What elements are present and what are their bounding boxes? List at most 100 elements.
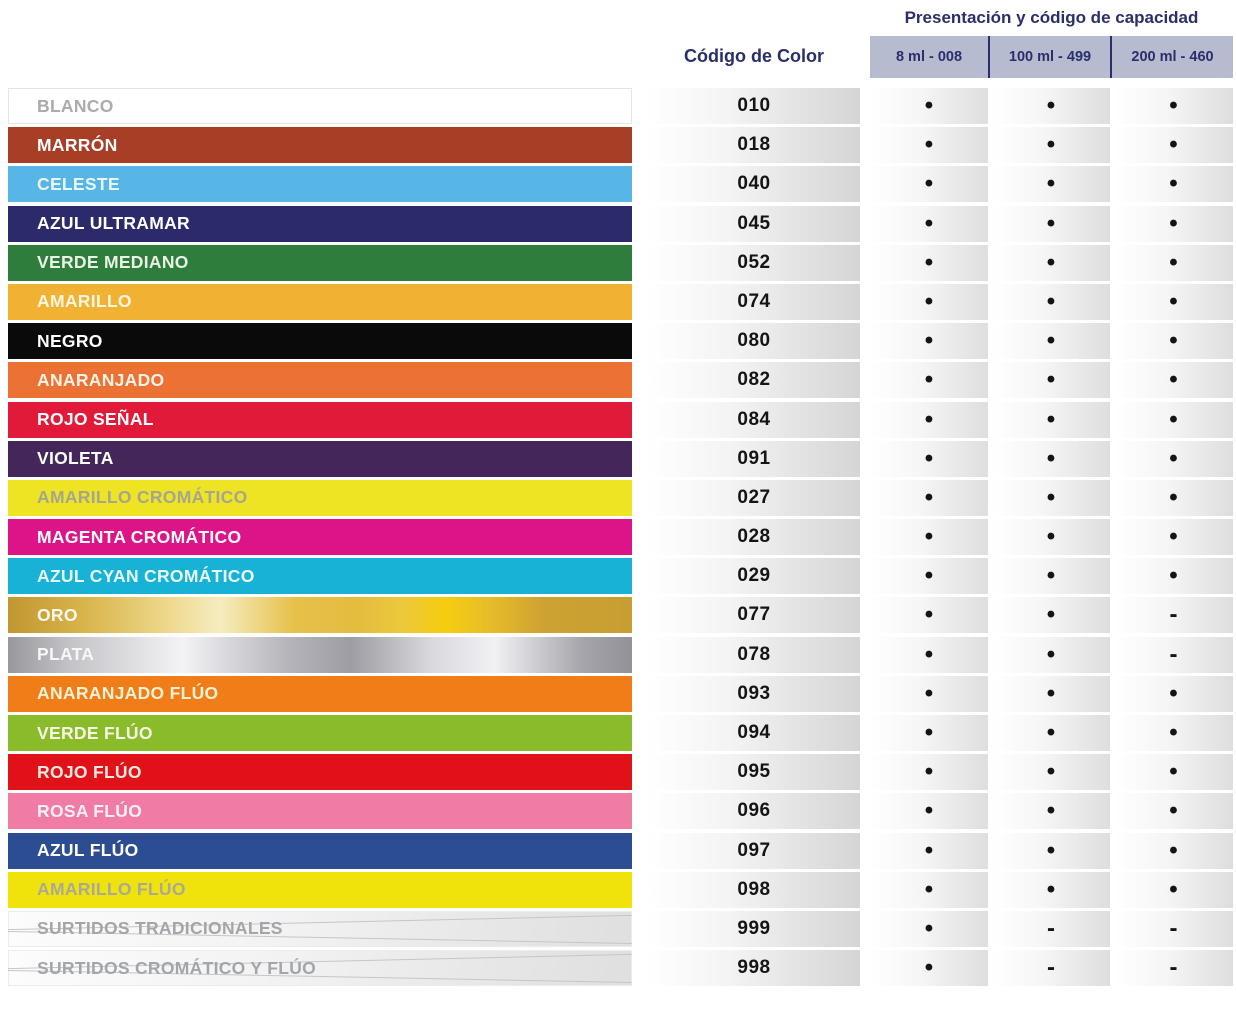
table-row: NEGRO 080 • • • [8, 323, 1233, 360]
capacity-100ml-cell: • [992, 205, 1110, 242]
column-divider [1110, 36, 1112, 78]
availability-mark: • [1046, 719, 1056, 746]
capacity-200ml-cell: • [1114, 88, 1233, 124]
capacity-200ml-cell: • [1114, 558, 1233, 595]
color-swatch: AMARILLO CROMÁTICO [8, 479, 632, 516]
table-row: SURTIDOS TRADICIONALES 999 • - - [8, 910, 1233, 947]
capacity-200ml-cell: • [1114, 675, 1233, 712]
table-row: AZUL FLÚO 097 • • • [8, 832, 1233, 869]
availability-mark: • [924, 327, 934, 355]
color-name-label: ROJO SEÑAL [37, 409, 154, 429]
availability-mark: • [1046, 640, 1056, 668]
capacity-8ml-cell: • [870, 127, 988, 164]
availability-mark: • [924, 914, 934, 942]
capacity-100ml-cell: • [992, 715, 1110, 751]
availability-mark: • [1046, 679, 1056, 707]
availability-mark: • [924, 562, 934, 590]
color-name-label: AMARILLO [37, 291, 132, 312]
table-row: AMARILLO CROMÁTICO 027 • • • [8, 479, 1233, 516]
table-row: AMARILLO FLÚO 098 • • • [8, 871, 1233, 908]
availability-mark: • [924, 248, 934, 276]
color-name-label: SURTIDOS TRADICIONALES [37, 918, 283, 939]
capacity-8ml-cell: • [870, 440, 988, 477]
color-code-cell: 096 [648, 793, 860, 830]
availability-mark: • [1046, 366, 1056, 394]
color-swatch: AZUL ULTRAMAR [8, 205, 632, 242]
capacity-100ml-cell: • [992, 323, 1110, 360]
color-table-body: BLANCO 010 • • • MARRÓN 018 • • • CELEST… [8, 88, 1233, 989]
color-code-cell: 010 [648, 88, 860, 124]
availability-mark: • [1169, 287, 1178, 315]
availability-mark: • [1169, 797, 1178, 825]
color-swatch: CELESTE [8, 166, 632, 203]
color-swatch: NEGRO [8, 323, 632, 360]
availability-mark: • [924, 640, 934, 668]
color-swatch: ROSA FLÚO [8, 793, 632, 830]
color-swatch: ROJO FLÚO [8, 754, 632, 791]
capacity-200ml-cell: • [1114, 244, 1233, 281]
availability-mark: • [924, 679, 934, 707]
color-swatch: VIOLETA [8, 440, 632, 477]
availability-mark: - [1169, 601, 1178, 629]
availability-mark: - [1047, 914, 1055, 942]
table-row: VERDE FLÚO 094 • • • [8, 715, 1233, 751]
capacity-8ml-cell: • [870, 950, 988, 987]
capacity-8ml-cell: • [870, 793, 988, 830]
availability-mark: • [924, 444, 934, 472]
color-code-cell: 052 [648, 244, 860, 281]
availability-mark: - [1169, 640, 1178, 668]
color-code-cell: 045 [648, 205, 860, 242]
capacity-200ml-cell: • [1114, 127, 1233, 164]
color-code-cell: 077 [648, 597, 860, 634]
color-swatch: VERDE MEDIANO [8, 244, 632, 281]
availability-mark: • [1169, 875, 1178, 903]
availability-mark: • [1046, 562, 1056, 590]
table-row: AMARILLO 074 • • • [8, 283, 1233, 320]
color-code-cell: 074 [648, 283, 860, 320]
color-name-label: AZUL FLÚO [37, 840, 139, 861]
availability-mark: • [1046, 523, 1056, 551]
capacity-200ml-cell: • [1114, 754, 1233, 791]
capacity-8ml-cell: • [870, 871, 988, 908]
capacity-8ml-cell: • [870, 597, 988, 634]
capacity-8ml-cell: • [870, 675, 988, 712]
table-row: MAGENTA CROMÁTICO 028 • • • [8, 519, 1233, 556]
availability-mark: • [924, 601, 934, 629]
color-name-label: MAGENTA CROMÁTICO [37, 526, 242, 547]
capacity-100ml-cell: - [992, 950, 1110, 987]
capacity-200ml-cell: - [1114, 597, 1233, 634]
capacity-100ml-cell: • [992, 793, 1110, 830]
color-name-label: VERDE MEDIANO [37, 252, 189, 273]
table-row: SURTIDOS CROMÁTICO Y FLÚO 998 • - - [8, 950, 1233, 987]
color-code-cell: 018 [648, 127, 860, 164]
capacity-200ml-cell: • [1114, 401, 1233, 438]
capacity-100ml-cell: • [992, 832, 1110, 869]
capacity-200ml-cell: • [1114, 871, 1233, 908]
color-name-label: ROSA FLÚO [37, 800, 143, 821]
availability-mark: • [1169, 444, 1178, 472]
capacity-100ml-cell: • [992, 88, 1110, 124]
color-name-label: AZUL ULTRAMAR [37, 213, 190, 234]
availability-mark: • [1046, 248, 1056, 276]
availability-mark: • [1169, 92, 1178, 119]
availability-mark: • [1169, 483, 1178, 511]
availability-mark: • [924, 405, 934, 433]
availability-mark: • [924, 954, 934, 982]
color-name-label: VIOLETA [37, 448, 114, 469]
capacity-100ml-cell: • [992, 519, 1110, 556]
color-swatch: VERDE FLÚO [8, 715, 632, 751]
capacity-200ml-cell: - [1114, 950, 1233, 987]
color-code-cell: 098 [648, 871, 860, 908]
table-row: ANARANJADO FLÚO 093 • • • [8, 675, 1233, 712]
color-name-label: ANARANJADO [37, 369, 165, 390]
color-code-cell: 095 [648, 754, 860, 791]
capacity-column-100ml: 100 ml - 499 [1008, 49, 1092, 65]
capacity-100ml-cell: • [992, 871, 1110, 908]
availability-mark: • [1046, 405, 1056, 433]
availability-mark: • [924, 797, 934, 825]
capacity-8ml-cell: • [870, 166, 988, 203]
capacity-100ml-cell: • [992, 754, 1110, 791]
capacity-100ml-cell: • [992, 401, 1110, 438]
capacity-100ml-cell: - [992, 910, 1110, 947]
